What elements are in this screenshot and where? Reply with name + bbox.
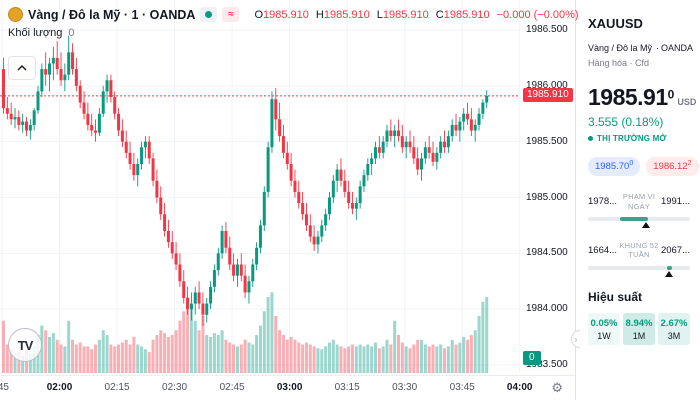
time-tick-label: :45 (0, 382, 9, 393)
price-tick-label: 1984.500 (526, 247, 568, 259)
price-tick-label: 1985.000 (526, 191, 568, 203)
market-status-dot-icon[interactable] (200, 7, 218, 22)
time-tick-label: 02:00 (46, 382, 73, 393)
axis-settings-gear-icon[interactable]: ⚙ (551, 380, 563, 395)
volume-indicator-legend[interactable]: Khối lượng 0 (8, 27, 75, 39)
performance-row: 0.05% 1W 8.94% 1M 2.67% 3M (588, 312, 690, 345)
panel-symbol: XAUUSD (588, 16, 643, 31)
panel-market-type: Hàng hóa · Cfd (588, 58, 650, 68)
price-tick-label: 1983.500 (526, 359, 568, 370)
price-scale[interactable]: 1985.910 0 1986.500 1986.000 1985.500 1985.… (520, 0, 575, 375)
ask-button[interactable]: 1986.122 (646, 157, 699, 177)
time-tick-label: 04:00 (506, 382, 533, 393)
price-tick-label: 1986.500 (526, 24, 568, 35)
performance-box-3m[interactable]: 2.67% 3M (658, 312, 690, 345)
week52-range: 1664... KHUNG 52 TUẦN 2067... (588, 241, 690, 277)
chevron-up-icon (17, 65, 27, 71)
price-tick-label: 1984.000 (526, 303, 568, 315)
day-range-marker (642, 221, 651, 228)
price-chart-svg[interactable] (0, 0, 520, 375)
performance-box-1w[interactable]: 0.05% 1W (588, 312, 620, 345)
time-axis[interactable]: ⚙ :45 02:00 02:15 02:30 02:45 03:00 03:15 03:30… (0, 375, 575, 400)
exchange-label: OANDA (149, 7, 196, 22)
quote-panel: XAUUSD Vàng / Đô la Mỹ · OANDA Hàng hóa … (575, 0, 700, 400)
day-range-low: 1978... (588, 196, 618, 208)
week52-range-marker (664, 270, 673, 277)
week52-range-low: 1664... (588, 244, 618, 256)
interval-label: 1 (131, 7, 139, 22)
day-range: 1978... PHẠM VI NGÀY 1991... (588, 192, 690, 228)
time-tick-label: 03:30 (392, 382, 418, 393)
panel-last-price: 1985.910USD (588, 84, 697, 110)
bid-ask-row: 1985.700 1986.122 (588, 157, 699, 177)
price-change: −0.000 (−0.00%) (496, 8, 579, 21)
status-dot-icon (588, 136, 593, 141)
price-tick-label: 1986.000 (526, 79, 568, 91)
day-range-high: 1991... (660, 196, 690, 208)
pane-collapse-button[interactable] (8, 56, 36, 80)
week52-range-high: 2067... (660, 244, 690, 256)
symbol-title[interactable]: Vàng / Đô la Mỹ · 1 · OANDA (28, 7, 196, 22)
time-tick-label: 02:45 (219, 382, 245, 393)
price-tick-label: 1985.500 (526, 135, 568, 147)
panel-exchange: OANDA (661, 43, 694, 53)
tradingview-watermark-logo: TV (8, 328, 42, 362)
performance-box-1m[interactable]: 8.94% 1M (623, 312, 655, 345)
market-open-status: THỊ TRƯỜNG MỞ (588, 134, 690, 143)
currency-label: USD (677, 97, 697, 107)
chart-header: Vàng / Đô la Mỹ · 1 · OANDA ≈ O1985.910 … (8, 7, 579, 22)
panel-description: Vàng / Đô la Mỹ · OANDA (588, 43, 694, 53)
ohlc-values: O1985.910 H1985.910 L1985.910 C1985.910 … (254, 8, 579, 21)
time-tick-label: 03:15 (334, 382, 360, 393)
time-tick-label: 02:15 (104, 382, 130, 393)
last-price-label: 1985.910 (523, 87, 573, 102)
gold-symbol-icon (8, 7, 23, 22)
approx-data-icon[interactable]: ≈ (222, 7, 240, 22)
bid-button[interactable]: 1985.700 (588, 157, 641, 177)
panel-change: 3.555 (0.18%) (588, 115, 664, 129)
performance-title: Hiệu suất (588, 289, 643, 304)
time-tick-label: 03:45 (449, 382, 475, 393)
chart-area[interactable]: Vàng / Đô la Mỹ · 1 · OANDA ≈ O1985.910 … (0, 0, 579, 400)
time-tick-label: 02:30 (162, 382, 188, 393)
time-tick-label: 03:00 (276, 382, 303, 393)
volume-value-badge: 0 (523, 351, 541, 365)
